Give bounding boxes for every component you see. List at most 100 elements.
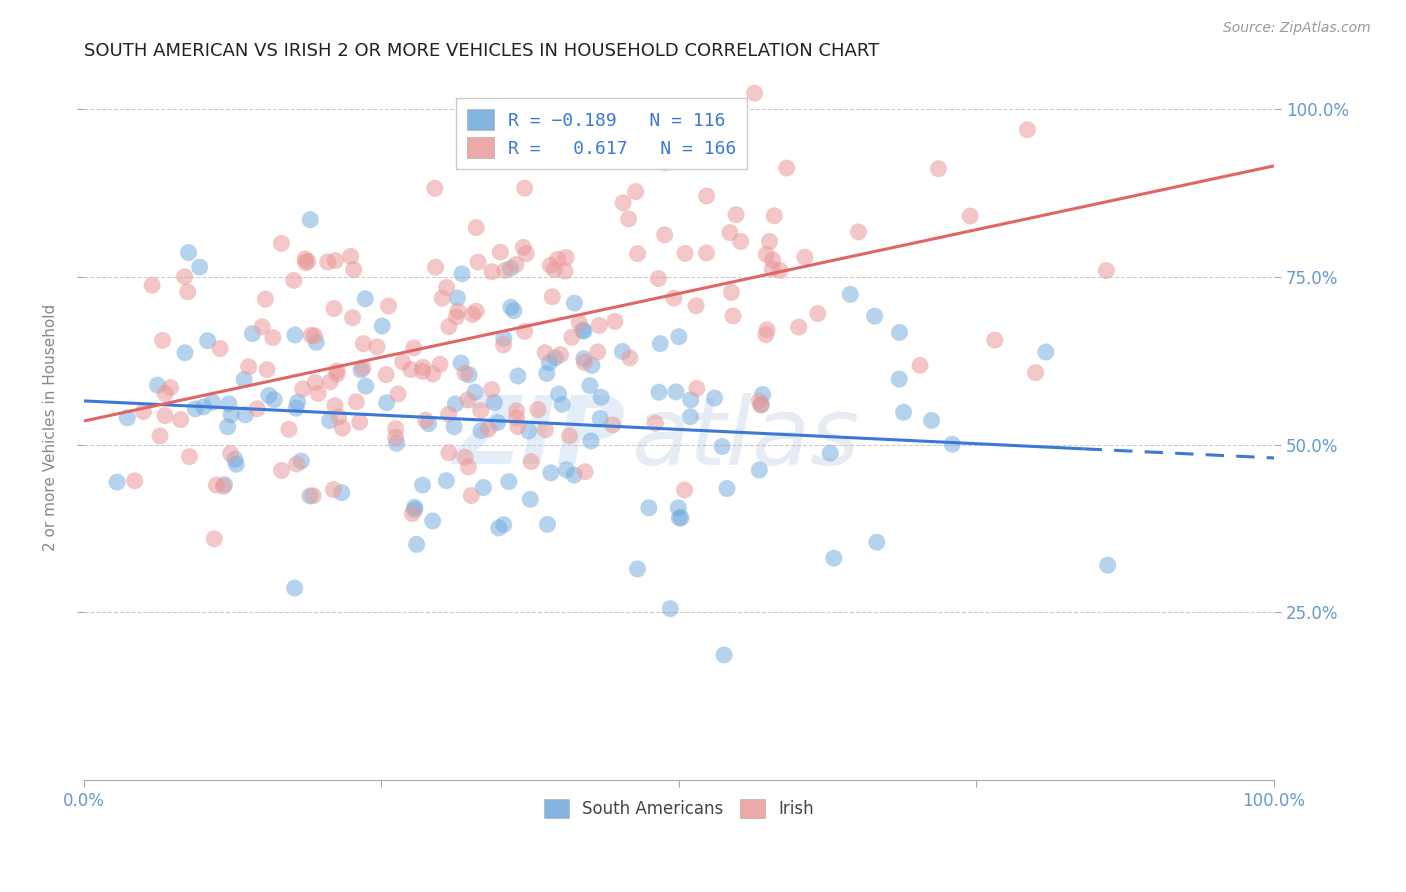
Point xyxy=(505,411,527,425)
Point xyxy=(470,424,492,438)
Point xyxy=(432,291,454,305)
Point xyxy=(124,474,146,488)
Point xyxy=(412,478,434,492)
Point xyxy=(744,86,766,100)
Point xyxy=(401,507,423,521)
Point xyxy=(298,489,321,503)
Point xyxy=(318,414,340,428)
Point xyxy=(412,360,434,375)
Point xyxy=(299,212,322,227)
Point xyxy=(984,333,1007,347)
Point xyxy=(366,340,388,354)
Point xyxy=(669,511,692,525)
Y-axis label: 2 or more Vehicles in Household: 2 or more Vehicles in Household xyxy=(44,304,58,551)
Point xyxy=(730,235,752,249)
Point xyxy=(219,408,242,422)
Point xyxy=(602,417,624,432)
Point xyxy=(823,551,845,566)
Point xyxy=(547,387,569,401)
Point xyxy=(287,395,309,409)
Point xyxy=(703,391,725,405)
Point xyxy=(550,348,572,362)
Point xyxy=(201,395,224,409)
Point xyxy=(173,269,195,284)
Point xyxy=(776,161,799,175)
Point xyxy=(494,263,516,277)
Point xyxy=(446,291,468,305)
Point xyxy=(217,419,239,434)
Point xyxy=(464,385,486,400)
Point xyxy=(561,330,583,344)
Point xyxy=(297,254,319,268)
Point xyxy=(648,385,671,400)
Point xyxy=(458,368,481,382)
Point xyxy=(1017,122,1039,136)
Point xyxy=(214,477,236,491)
Point xyxy=(492,338,515,352)
Point xyxy=(619,351,641,365)
Point xyxy=(117,410,139,425)
Point xyxy=(562,468,585,483)
Point xyxy=(250,319,273,334)
Point xyxy=(749,398,772,412)
Point xyxy=(761,261,783,276)
Point xyxy=(889,326,911,340)
Point xyxy=(520,455,543,469)
Point xyxy=(197,334,219,348)
Point xyxy=(354,379,377,393)
Point xyxy=(285,457,308,471)
Point xyxy=(316,255,339,269)
Point xyxy=(270,463,292,477)
Point xyxy=(404,500,426,515)
Point xyxy=(375,368,398,382)
Point xyxy=(339,249,361,263)
Point xyxy=(793,250,815,264)
Point xyxy=(460,489,482,503)
Point xyxy=(725,208,748,222)
Point xyxy=(589,411,612,425)
Point xyxy=(755,247,778,261)
Point xyxy=(218,397,240,411)
Point xyxy=(769,263,792,277)
Point xyxy=(354,292,377,306)
Point xyxy=(402,341,425,355)
Point xyxy=(418,417,440,431)
Point xyxy=(465,304,488,318)
Point xyxy=(290,454,312,468)
Point xyxy=(581,359,603,373)
Point xyxy=(193,400,215,414)
Point xyxy=(626,246,648,260)
Point xyxy=(422,367,444,381)
Point xyxy=(170,412,193,426)
Point xyxy=(612,344,634,359)
Point xyxy=(558,429,581,443)
Point xyxy=(547,252,569,267)
Point xyxy=(325,253,347,268)
Point xyxy=(1095,263,1118,277)
Point xyxy=(405,537,427,551)
Point xyxy=(503,303,526,318)
Point xyxy=(212,479,235,493)
Point xyxy=(568,316,591,330)
Point xyxy=(174,345,197,359)
Point xyxy=(1097,558,1119,573)
Point xyxy=(718,226,741,240)
Point xyxy=(686,381,709,395)
Point xyxy=(713,648,735,662)
Point xyxy=(863,309,886,323)
Point xyxy=(153,409,176,423)
Point xyxy=(481,383,503,397)
Point xyxy=(927,161,949,176)
Point xyxy=(263,392,285,407)
Point xyxy=(262,331,284,345)
Point xyxy=(564,296,586,310)
Point xyxy=(391,355,413,369)
Point xyxy=(551,397,574,411)
Point xyxy=(588,318,610,333)
Point xyxy=(277,422,299,436)
Point xyxy=(434,474,457,488)
Point xyxy=(342,310,364,325)
Point xyxy=(444,397,467,411)
Point xyxy=(756,323,779,337)
Point xyxy=(603,314,626,328)
